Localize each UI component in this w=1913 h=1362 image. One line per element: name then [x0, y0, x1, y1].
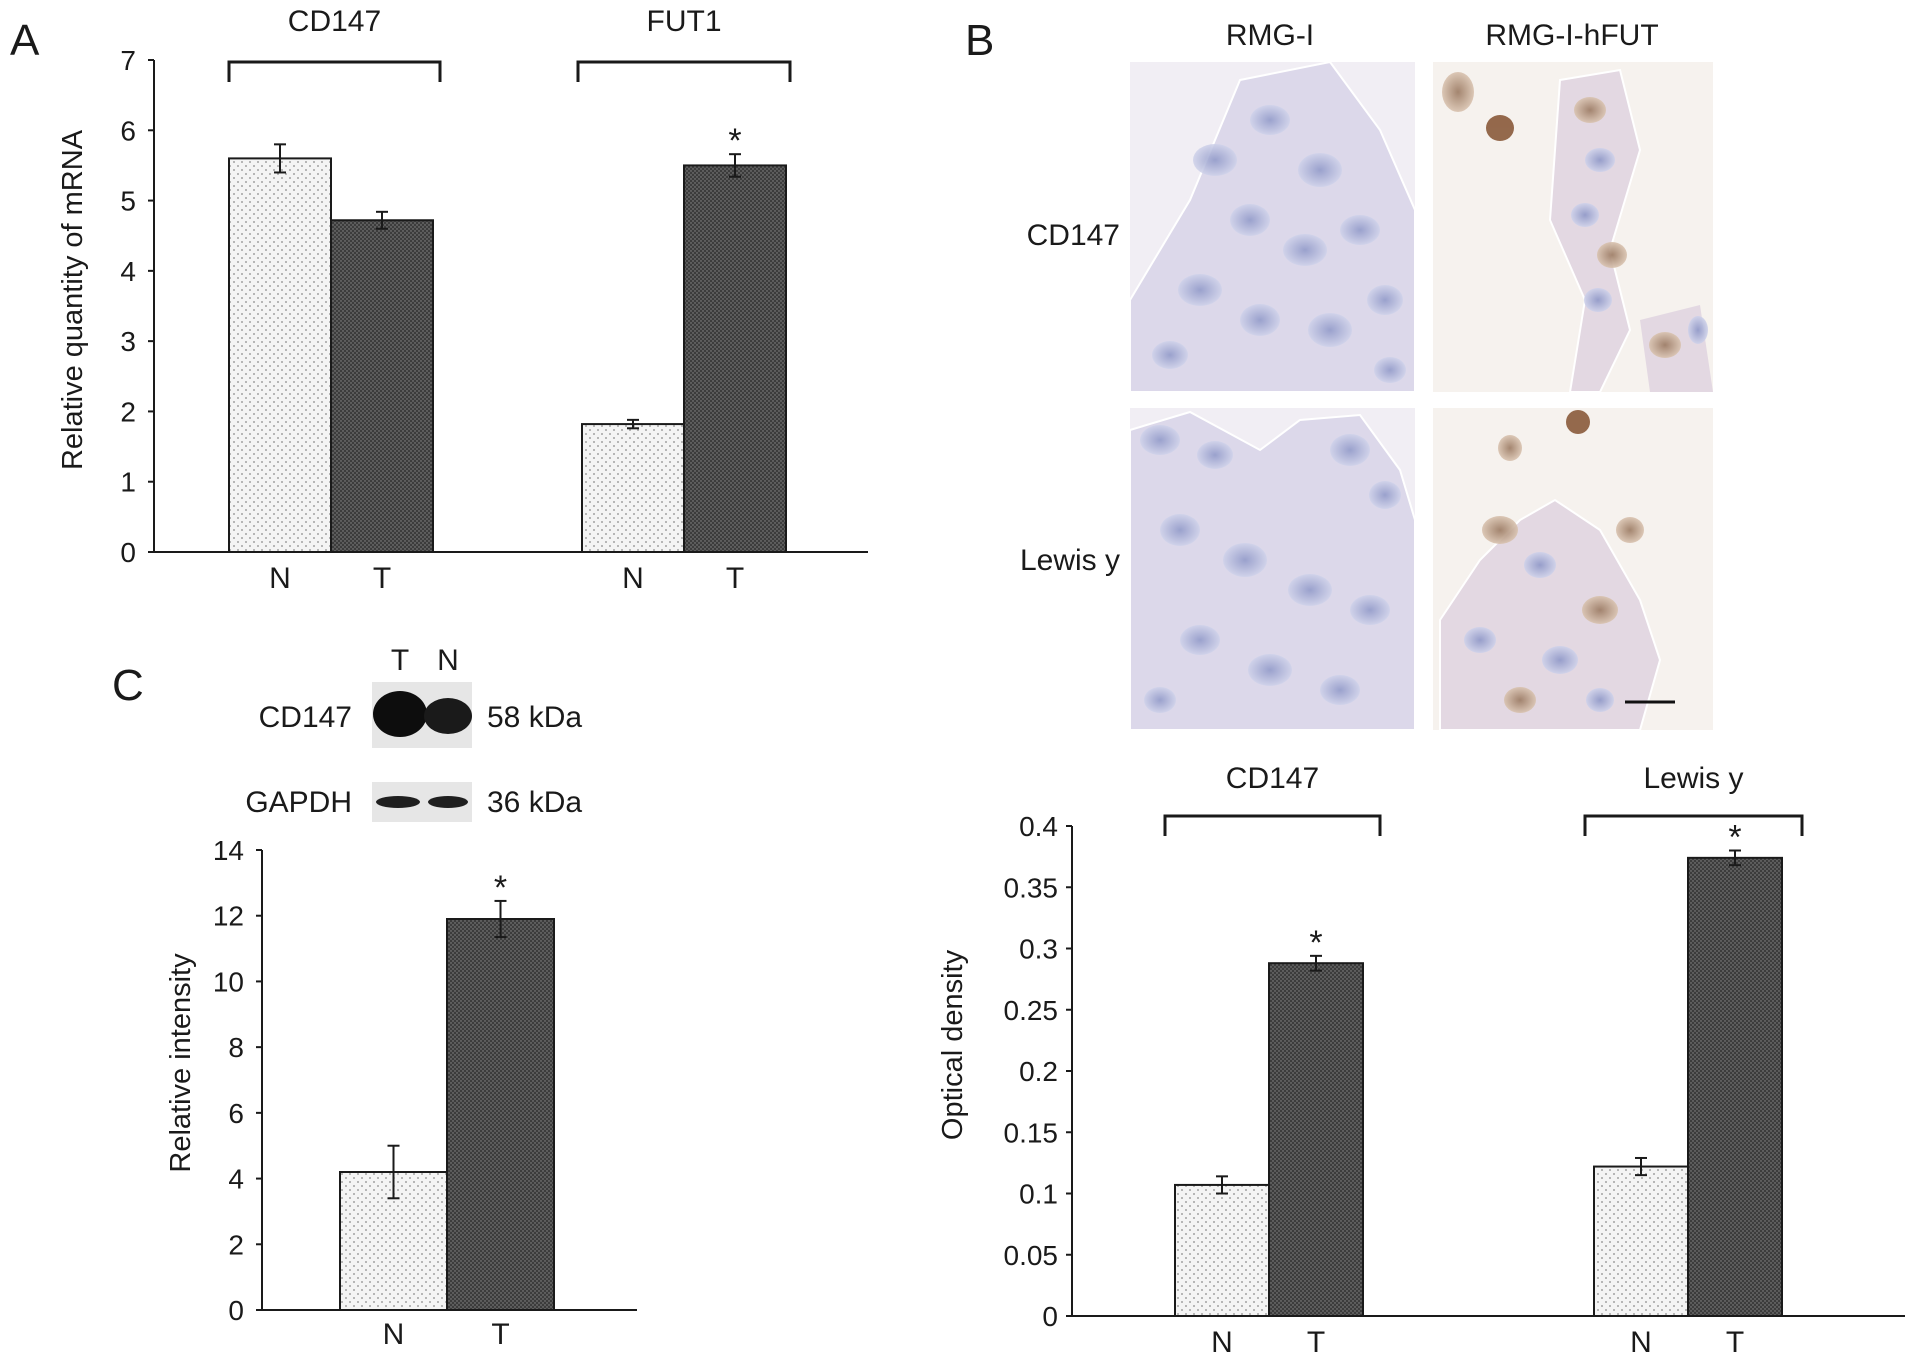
chart-a-category-label: N — [622, 562, 644, 595]
blot-band-cd147-n — [424, 698, 472, 734]
micrograph-col-label-rmg-i-hfut: RMG-I-hFUT — [1485, 19, 1658, 52]
chart-b-category-label: T — [1307, 1326, 1325, 1359]
chart-a-group-label-fut1: FUT1 — [647, 5, 722, 38]
chart-a-y-tick-label: 7 — [120, 45, 136, 76]
micrograph-rmg-i-cd147 — [1129, 60, 1416, 393]
chart-c-y-tick-label: 6 — [228, 1098, 244, 1129]
chart-a-category-label: T — [726, 562, 744, 595]
chart-a-group-label-cd147: CD147 — [288, 5, 381, 38]
chart-a-bracket-cd147 — [227, 60, 442, 82]
panel-letter-c: C — [112, 661, 144, 710]
micrograph-row-label-cd147: CD147 — [1027, 219, 1120, 252]
chart-b-optical-density: Optical density 0 0.05 0.1 0.15 0.2 0.25 0.3 0.… — [937, 762, 1905, 1359]
blot-band-gapdh-n — [428, 796, 468, 808]
chart-a-bar-fut1-t — [683, 164, 787, 554]
chart-b-bar-lewis-y-t — [1687, 856, 1783, 1317]
chart-b-significance-lewis-y-t: * — [1728, 819, 1741, 857]
chart-b-y-tick-label: 0.05 — [1004, 1240, 1059, 1271]
chart-a-bar-fut1-n — [581, 423, 685, 553]
chart-b-y-axis-title: Optical density — [937, 949, 969, 1140]
micrograph-grid: RMG-I RMG-I-hFUT CD147 Lewis y — [1020, 19, 1713, 731]
chart-a-y-tick-label: 5 — [120, 186, 136, 217]
chart-b-category-label: T — [1726, 1326, 1744, 1359]
chart-c-y-tick-label: 10 — [213, 966, 244, 997]
micrograph-rmg-i-lewis-y — [1129, 408, 1416, 731]
chart-a-y-tick-label: 3 — [120, 326, 136, 357]
blot-band-cd147-t — [373, 691, 427, 737]
chart-b-y-tick-label: 0.35 — [1004, 872, 1059, 903]
chart-a-bar-cd147-t — [330, 219, 434, 553]
chart-b-category-label: N — [1630, 1326, 1652, 1359]
blot-lane-label-n: N — [437, 644, 459, 677]
chart-b-bar-lewis-y-n — [1593, 1165, 1689, 1318]
chart-c-y-tick-label: 14 — [213, 835, 244, 866]
chart-c-y-axis-title: Relative intensity — [165, 953, 197, 1173]
chart-b-group-label-lewis-y: Lewis y — [1643, 762, 1743, 795]
chart-a-category-label: T — [373, 562, 391, 595]
blot-protein-label-gapdh: GAPDH — [245, 786, 352, 819]
chart-c-significance-group-t: * — [494, 869, 507, 907]
chart-c-y-tick-label: 12 — [213, 901, 244, 932]
chart-b-bracket-cd147 — [1163, 814, 1382, 836]
chart-a-y-tick-label: 4 — [120, 256, 136, 287]
chart-a-significance-fut1-t: * — [728, 122, 741, 160]
chart-b-group-label-cd147: CD147 — [1226, 762, 1319, 795]
chart-b-bar-cd147-t — [1268, 962, 1364, 1317]
chart-b-bracket-lewis-y — [1583, 814, 1804, 836]
blot-size-label-cd147: 58 kDa — [487, 701, 582, 734]
chart-b-category-label: N — [1211, 1326, 1233, 1359]
micrograph-row-label-lewis-y: Lewis y — [1020, 544, 1120, 577]
chart-a-mrna: Relative quantity of mRNA 0 1 2 3 4 5 6 7 CD147 N… — [57, 5, 868, 595]
chart-b-significance-cd147-t: * — [1309, 924, 1322, 962]
blot-band-gapdh-t — [376, 796, 420, 808]
chart-a-y-tick-label: 2 — [120, 396, 136, 427]
chart-a-y-tick-label: 0 — [120, 537, 136, 568]
chart-b-y-tick-label: 0.25 — [1004, 995, 1059, 1026]
chart-c-y-tick-label: 2 — [228, 1229, 244, 1260]
chart-b-y-tick-label: 0.3 — [1019, 934, 1058, 965]
blot-lane-label-t: T — [391, 644, 409, 677]
chart-a-bar-cd147-n — [228, 157, 332, 553]
chart-b-y-tick-label: 0.4 — [1019, 811, 1058, 842]
chart-b-bar-cd147-n — [1174, 1183, 1270, 1318]
chart-c-category-label: N — [383, 1318, 405, 1351]
blot-size-label-gapdh: 36 kDa — [487, 786, 582, 819]
chart-c-relative-intensity: Relative intensity 0 2 4 6 8 10 12 14 N * T — [165, 835, 637, 1351]
chart-c-bar-group-t — [446, 918, 555, 1311]
micrograph-rmg-i-hfut-lewis-y — [1433, 408, 1713, 731]
chart-a-y-axis-title: Relative quantity of mRNA — [57, 129, 89, 470]
chart-b-y-tick-label: 0.1 — [1019, 1179, 1058, 1210]
panel-letter-a: A — [10, 16, 40, 65]
chart-b-y-tick-label: 0.2 — [1019, 1056, 1058, 1087]
chart-a-category-label: N — [269, 562, 291, 595]
chart-a-y-tick-label: 1 — [120, 467, 136, 498]
chart-b-y-tick-label: 0.15 — [1004, 1117, 1059, 1148]
micrograph-rmg-i-hfut-cd147 — [1433, 62, 1713, 393]
western-blot: T N CD147 58 kDa GAPDH 36 kDa — [245, 644, 582, 822]
chart-c-y-tick-label: 0 — [228, 1295, 244, 1326]
panel-letter-b: B — [965, 16, 994, 65]
micrograph-col-label-rmg-i: RMG-I — [1226, 19, 1314, 52]
chart-c-category-label: T — [491, 1318, 509, 1351]
chart-a-bracket-fut1 — [576, 60, 792, 82]
blot-protein-label-cd147: CD147 — [259, 701, 352, 734]
chart-b-y-tick-label: 0 — [1042, 1301, 1058, 1332]
chart-c-y-tick-label: 4 — [228, 1164, 244, 1195]
chart-a-y-tick-label: 6 — [120, 115, 136, 146]
chart-c-y-tick-label: 8 — [228, 1032, 244, 1063]
